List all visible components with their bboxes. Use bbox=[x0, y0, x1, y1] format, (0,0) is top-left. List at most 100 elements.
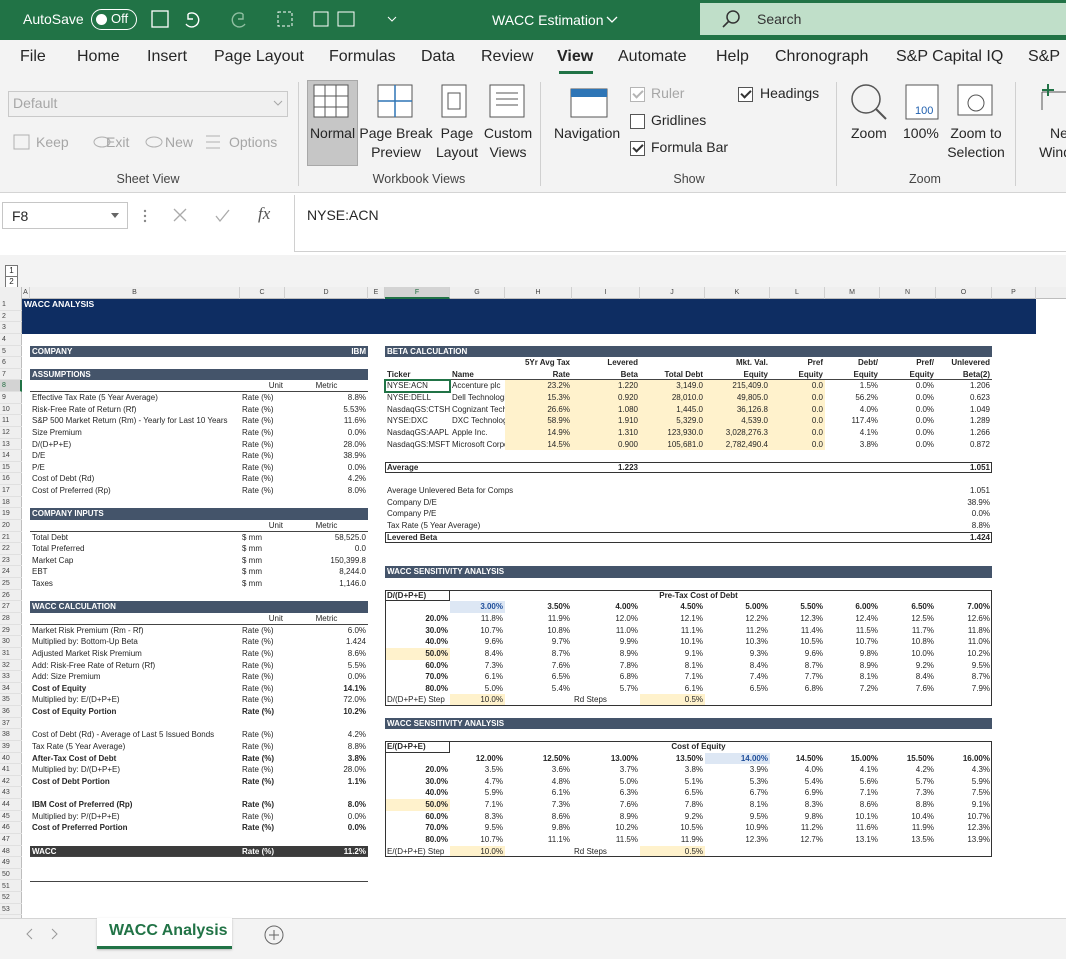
cell[interactable]: 60.0% bbox=[425, 660, 448, 670]
cell[interactable]: 12.50% bbox=[542, 753, 570, 763]
cell[interactable]: 7.3% bbox=[551, 800, 570, 810]
cell[interactable]: WACC bbox=[32, 846, 57, 856]
add-sheet[interactable] bbox=[263, 924, 285, 946]
cell[interactable]: Rate (%) bbox=[242, 765, 274, 775]
cell[interactable]: 9.5% bbox=[749, 811, 768, 821]
cell[interactable]: NasdaqGS:AAPL bbox=[387, 427, 449, 437]
row-header[interactable]: 10 bbox=[0, 404, 22, 416]
cell[interactable]: Company D/E bbox=[387, 497, 437, 507]
cell[interactable]: S&P 500 Market Return (Rm) - Yearly for … bbox=[32, 416, 228, 426]
cell[interactable]: Rate bbox=[552, 369, 570, 379]
cell[interactable]: 28.0% bbox=[343, 439, 366, 449]
cell[interactable]: 26.6% bbox=[547, 404, 570, 414]
cell[interactable]: 1.424 bbox=[345, 637, 366, 647]
cell[interactable]: Rd Steps bbox=[574, 695, 607, 705]
cell[interactable]: 1.049 bbox=[969, 404, 990, 414]
cell[interactable]: 16.00% bbox=[962, 753, 990, 763]
row-header[interactable]: 23 bbox=[0, 555, 22, 567]
cell[interactable]: Rate (%) bbox=[242, 404, 274, 414]
row-header[interactable]: 37 bbox=[0, 718, 22, 730]
cell[interactable]: 7.3% bbox=[915, 788, 934, 798]
cell[interactable]: 1.051 bbox=[969, 486, 990, 496]
navigation-button[interactable]: Navigation bbox=[554, 125, 621, 141]
cell[interactable]: 8.6% bbox=[347, 648, 366, 658]
cell[interactable]: Cost of Equity Portion bbox=[32, 707, 117, 717]
cell[interactable]: D/(D+P+E) bbox=[32, 439, 72, 449]
column-header[interactable]: O bbox=[936, 287, 992, 299]
cell[interactable]: $ mm bbox=[242, 555, 262, 565]
cell[interactable]: Rate (%) bbox=[242, 800, 275, 810]
cell[interactable]: 70.0% bbox=[425, 823, 448, 833]
cell[interactable]: 0.900 bbox=[617, 439, 638, 449]
cell[interactable]: 5.3% bbox=[749, 776, 768, 786]
cell[interactable]: 3.00% bbox=[480, 602, 503, 612]
cell[interactable]: 7.6% bbox=[915, 683, 934, 693]
row-header[interactable]: 19 bbox=[0, 508, 22, 520]
ribbon-tab[interactable]: File bbox=[20, 48, 46, 65]
cell[interactable]: 6.8% bbox=[619, 672, 638, 682]
cell[interactable]: 5.1% bbox=[684, 776, 703, 786]
cell[interactable]: 7.00% bbox=[967, 602, 990, 612]
cell[interactable]: 15.00% bbox=[850, 753, 878, 763]
column-header[interactable]: K bbox=[705, 287, 770, 299]
cell[interactable]: 5.6% bbox=[859, 776, 878, 786]
cell[interactable]: WACC SENSITIVITY ANALYSIS bbox=[387, 567, 505, 577]
row-header[interactable]: 16 bbox=[0, 473, 22, 486]
cell[interactable]: 7.8% bbox=[619, 660, 638, 670]
cell[interactable]: Tax Rate (5 Year Average) bbox=[387, 520, 481, 530]
search-box[interactable] bbox=[700, 3, 1066, 35]
row-header[interactable]: 18 bbox=[0, 497, 22, 509]
cell[interactable]: Unit bbox=[268, 614, 283, 623]
cell[interactable]: Cost of Preferred (Rp) bbox=[32, 486, 111, 496]
cell[interactable]: Rate (%) bbox=[242, 486, 274, 496]
cell[interactable]: 72.0% bbox=[343, 695, 366, 705]
cell[interactable]: Rate (%) bbox=[242, 683, 274, 693]
cell[interactable]: Unlevered bbox=[951, 358, 990, 368]
window-button[interactable]: New Window bbox=[1039, 125, 1066, 160]
cell[interactable]: 9.5% bbox=[484, 823, 503, 833]
cell[interactable]: 10.0% bbox=[911, 648, 934, 658]
row-header[interactable]: 45 bbox=[0, 811, 22, 823]
cell[interactable]: 0.0% bbox=[347, 823, 366, 833]
cell[interactable]: 8.7% bbox=[551, 648, 570, 658]
cell[interactable]: NasdaqGS:CTSH bbox=[387, 404, 450, 414]
cell[interactable]: 10.9% bbox=[745, 823, 768, 833]
cell[interactable]: 9.8% bbox=[859, 648, 878, 658]
cell[interactable]: 1,445.0 bbox=[676, 404, 703, 414]
cell[interactable]: 8.4% bbox=[749, 660, 768, 670]
cell[interactable]: 0.0% bbox=[971, 509, 990, 519]
cell[interactable]: 11.9% bbox=[911, 823, 934, 833]
customize-icon[interactable] bbox=[387, 16, 397, 22]
column-header[interactable]: D bbox=[285, 287, 368, 299]
cell[interactable]: 12.7% bbox=[800, 834, 823, 844]
cell[interactable]: 0.0% bbox=[915, 427, 934, 437]
cell[interactable]: 0.0 bbox=[811, 404, 823, 414]
cell[interactable]: 12.3% bbox=[745, 834, 768, 844]
cell[interactable]: Average bbox=[387, 462, 419, 472]
checkbox-label[interactable]: Ruler bbox=[651, 85, 685, 101]
cell[interactable]: Total Debt bbox=[664, 369, 703, 379]
cell[interactable]: 20.0% bbox=[425, 765, 448, 775]
cell[interactable]: 49,805.0 bbox=[736, 393, 768, 403]
cell[interactable]: 23.2% bbox=[547, 381, 570, 391]
cell[interactable]: Cost of Debt (Rd) - Average of Last 5 Is… bbox=[32, 730, 215, 740]
cell[interactable]: 8.8% bbox=[347, 393, 366, 403]
cell[interactable]: 6.8% bbox=[804, 683, 823, 693]
cell[interactable]: Rate (%) bbox=[242, 776, 275, 786]
cell[interactable]: 9.8% bbox=[551, 823, 570, 833]
row-header[interactable]: 22 bbox=[0, 543, 22, 555]
cell[interactable]: 6.1% bbox=[484, 672, 503, 682]
cell[interactable]: 12.0% bbox=[615, 614, 638, 623]
cell[interactable]: 9.2% bbox=[684, 811, 703, 821]
function-button[interactable]: fx bbox=[258, 204, 271, 223]
cell[interactable]: 8.3% bbox=[804, 800, 823, 810]
cell[interactable]: $ mm bbox=[242, 567, 262, 577]
cell[interactable]: Pre-Tax Cost of Debt bbox=[659, 590, 738, 600]
row-header[interactable]: 31 bbox=[0, 648, 22, 660]
ribbon-tab[interactable]: Review bbox=[481, 48, 534, 65]
cell[interactable]: 15.3% bbox=[547, 393, 570, 403]
cell[interactable]: 4.7% bbox=[484, 776, 503, 786]
workbook-view-button[interactable]: Normal bbox=[309, 125, 356, 141]
cell[interactable]: 1.310 bbox=[617, 427, 638, 437]
ribbon-tab[interactable]: S&P Capital IQ bbox=[896, 48, 1004, 65]
